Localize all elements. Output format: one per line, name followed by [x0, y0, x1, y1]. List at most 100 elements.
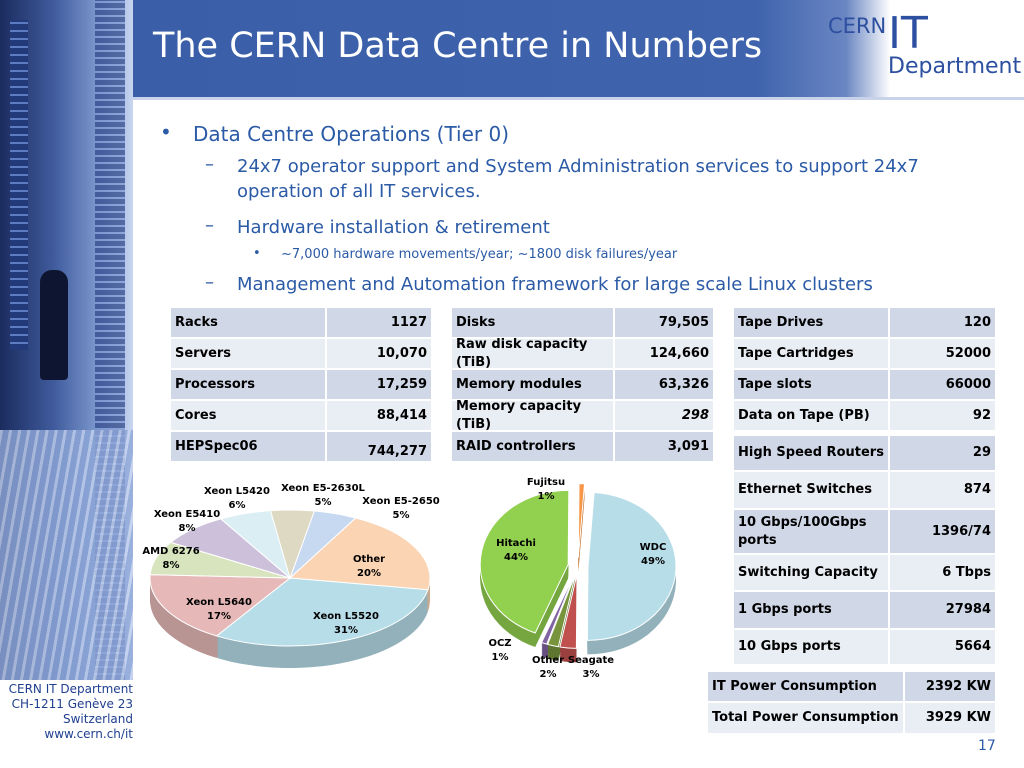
table-label: 10 Gbps ports [734, 630, 888, 664]
pie-slice [479, 489, 570, 634]
table-label: Processors [171, 370, 325, 399]
pie-label: AMD 6276 [142, 546, 199, 557]
logo-cern: CERN [828, 14, 887, 38]
table-label: HEPSpec06 [171, 432, 325, 461]
bullet-text: ~7,000 hardware movements/year; ~1800 di… [281, 247, 678, 262]
header-rule [133, 97, 1024, 100]
pie-slice [540, 573, 576, 645]
table-label: Tape Cartridges [734, 339, 888, 368]
bullet-marker: • [160, 120, 172, 144]
table-value: 92 [890, 401, 995, 430]
table-value: 298 [615, 401, 713, 430]
table-value: 66000 [890, 370, 995, 399]
pie-label: Xeon L5420 [204, 486, 270, 497]
pie-value-label: 1% [492, 652, 509, 663]
table-value: 88,414 [327, 401, 431, 430]
pie-value-label: 6% [229, 500, 246, 511]
pie-slice [577, 483, 586, 558]
pie-label: Other [532, 655, 564, 666]
pie-value-label: 3% [583, 669, 600, 680]
pie-slice [269, 509, 316, 580]
pie-value-label: 44% [504, 552, 528, 563]
bullet-text: Hardware installation & retirement [237, 217, 550, 238]
side-photo [0, 0, 133, 680]
pie-label: Xeon L5520 [313, 611, 379, 622]
bullet-marker: • [253, 246, 261, 261]
pie-value-label: 20% [357, 568, 381, 579]
table-label: Racks [171, 308, 325, 337]
pie-label: Fujitsu [527, 477, 565, 488]
table-value: 6 Tbps [890, 555, 995, 590]
table-label: Disks [452, 308, 613, 337]
pie-slice [149, 574, 292, 637]
table-label: Ethernet Switches [734, 472, 888, 508]
pie-label: Other [353, 554, 385, 565]
table-label: Memory capacity (TiB) [452, 399, 613, 432]
table-value: 79,505 [615, 308, 713, 337]
table-label: Cores [171, 401, 325, 430]
table-value: 63,326 [615, 370, 713, 399]
table-value: 744,277 [327, 432, 431, 461]
bullet-marker: – [205, 154, 214, 175]
footer-address: Switzerland [63, 712, 133, 726]
bullet-text: Management and Automation framework for … [237, 274, 873, 295]
table-value: 27984 [890, 592, 995, 628]
table-label: Servers [171, 339, 325, 368]
pie-value-label: 5% [393, 510, 410, 521]
title: The CERN Data Centre in Numbers [153, 26, 763, 66]
footer-address: CH-1211 Genève 23 [11, 697, 133, 711]
pie-label: Hitachi [496, 538, 536, 549]
pie-label: WDC [640, 542, 667, 553]
table-value: 120 [890, 308, 995, 337]
table-value: 874 [890, 472, 995, 508]
pie-value-label: 2% [540, 669, 557, 680]
pie-value-label: 8% [179, 523, 196, 534]
table-label: Data on Tape (PB) [734, 401, 888, 430]
table-label: 1 Gbps ports [734, 592, 888, 628]
pie-value-label: 31% [334, 625, 358, 636]
bullet-marker: – [205, 272, 214, 293]
pie-slice [546, 573, 576, 648]
pie-value-label: 17% [207, 611, 231, 622]
pie-slice [586, 491, 677, 641]
bullet-marker: – [205, 215, 214, 236]
table-value: 52000 [890, 339, 995, 368]
pie-value-label: 1% [538, 491, 555, 502]
table-value: 1396/74 [890, 510, 995, 553]
pie-value-label: 49% [641, 556, 665, 567]
table-label: High Speed Routers [734, 436, 888, 470]
table-value: 3929 KW [905, 703, 995, 733]
table-value: 29 [890, 436, 995, 470]
table-label: Switching Capacity [734, 555, 888, 590]
pie-label: Xeon E5-2650 [362, 496, 440, 507]
pie-value-label: 5% [315, 497, 332, 508]
table-label: Raw disk capacity (TiB) [452, 337, 613, 370]
table-value: 5664 [890, 630, 995, 664]
footer-address: www.cern.ch/it [44, 727, 133, 741]
table-value: 17,259 [327, 370, 431, 399]
pie-slice [559, 574, 578, 649]
footer-address: CERN IT Department [8, 682, 133, 696]
table-label: RAID controllers [452, 432, 613, 461]
table-value: 10,070 [327, 339, 431, 368]
header-bar [133, 0, 1024, 97]
pie-slice [215, 577, 429, 647]
table-label: Total Power Consumption [708, 703, 903, 733]
bullet-text: Data Centre Operations (Tier 0) [193, 122, 510, 146]
logo-department: Department [888, 54, 1022, 79]
pie-label: Xeon E5410 [154, 509, 220, 520]
pie-label: Seagate [568, 655, 614, 666]
table-value: 2392 KW [905, 672, 995, 701]
pie-label: Xeon L5640 [186, 597, 252, 608]
pie-label: Xeon E5-2630L [281, 483, 365, 494]
pie-charts: Xeon E5-2650 5% Other 20% Xeon L5520 31% Xeon … [142, 477, 677, 680]
table-value: 3,091 [615, 432, 713, 461]
table-value: 1127 [327, 308, 431, 337]
table-label: 10 Gbps/100Gbps ports [734, 510, 888, 553]
bullet-text: 24x7 operator support and System Adminis… [237, 156, 919, 203]
pie-slice [288, 517, 431, 591]
table-label: Tape slots [734, 370, 888, 399]
pie-label: OCZ [488, 638, 511, 649]
table-value: 124,660 [615, 339, 713, 368]
